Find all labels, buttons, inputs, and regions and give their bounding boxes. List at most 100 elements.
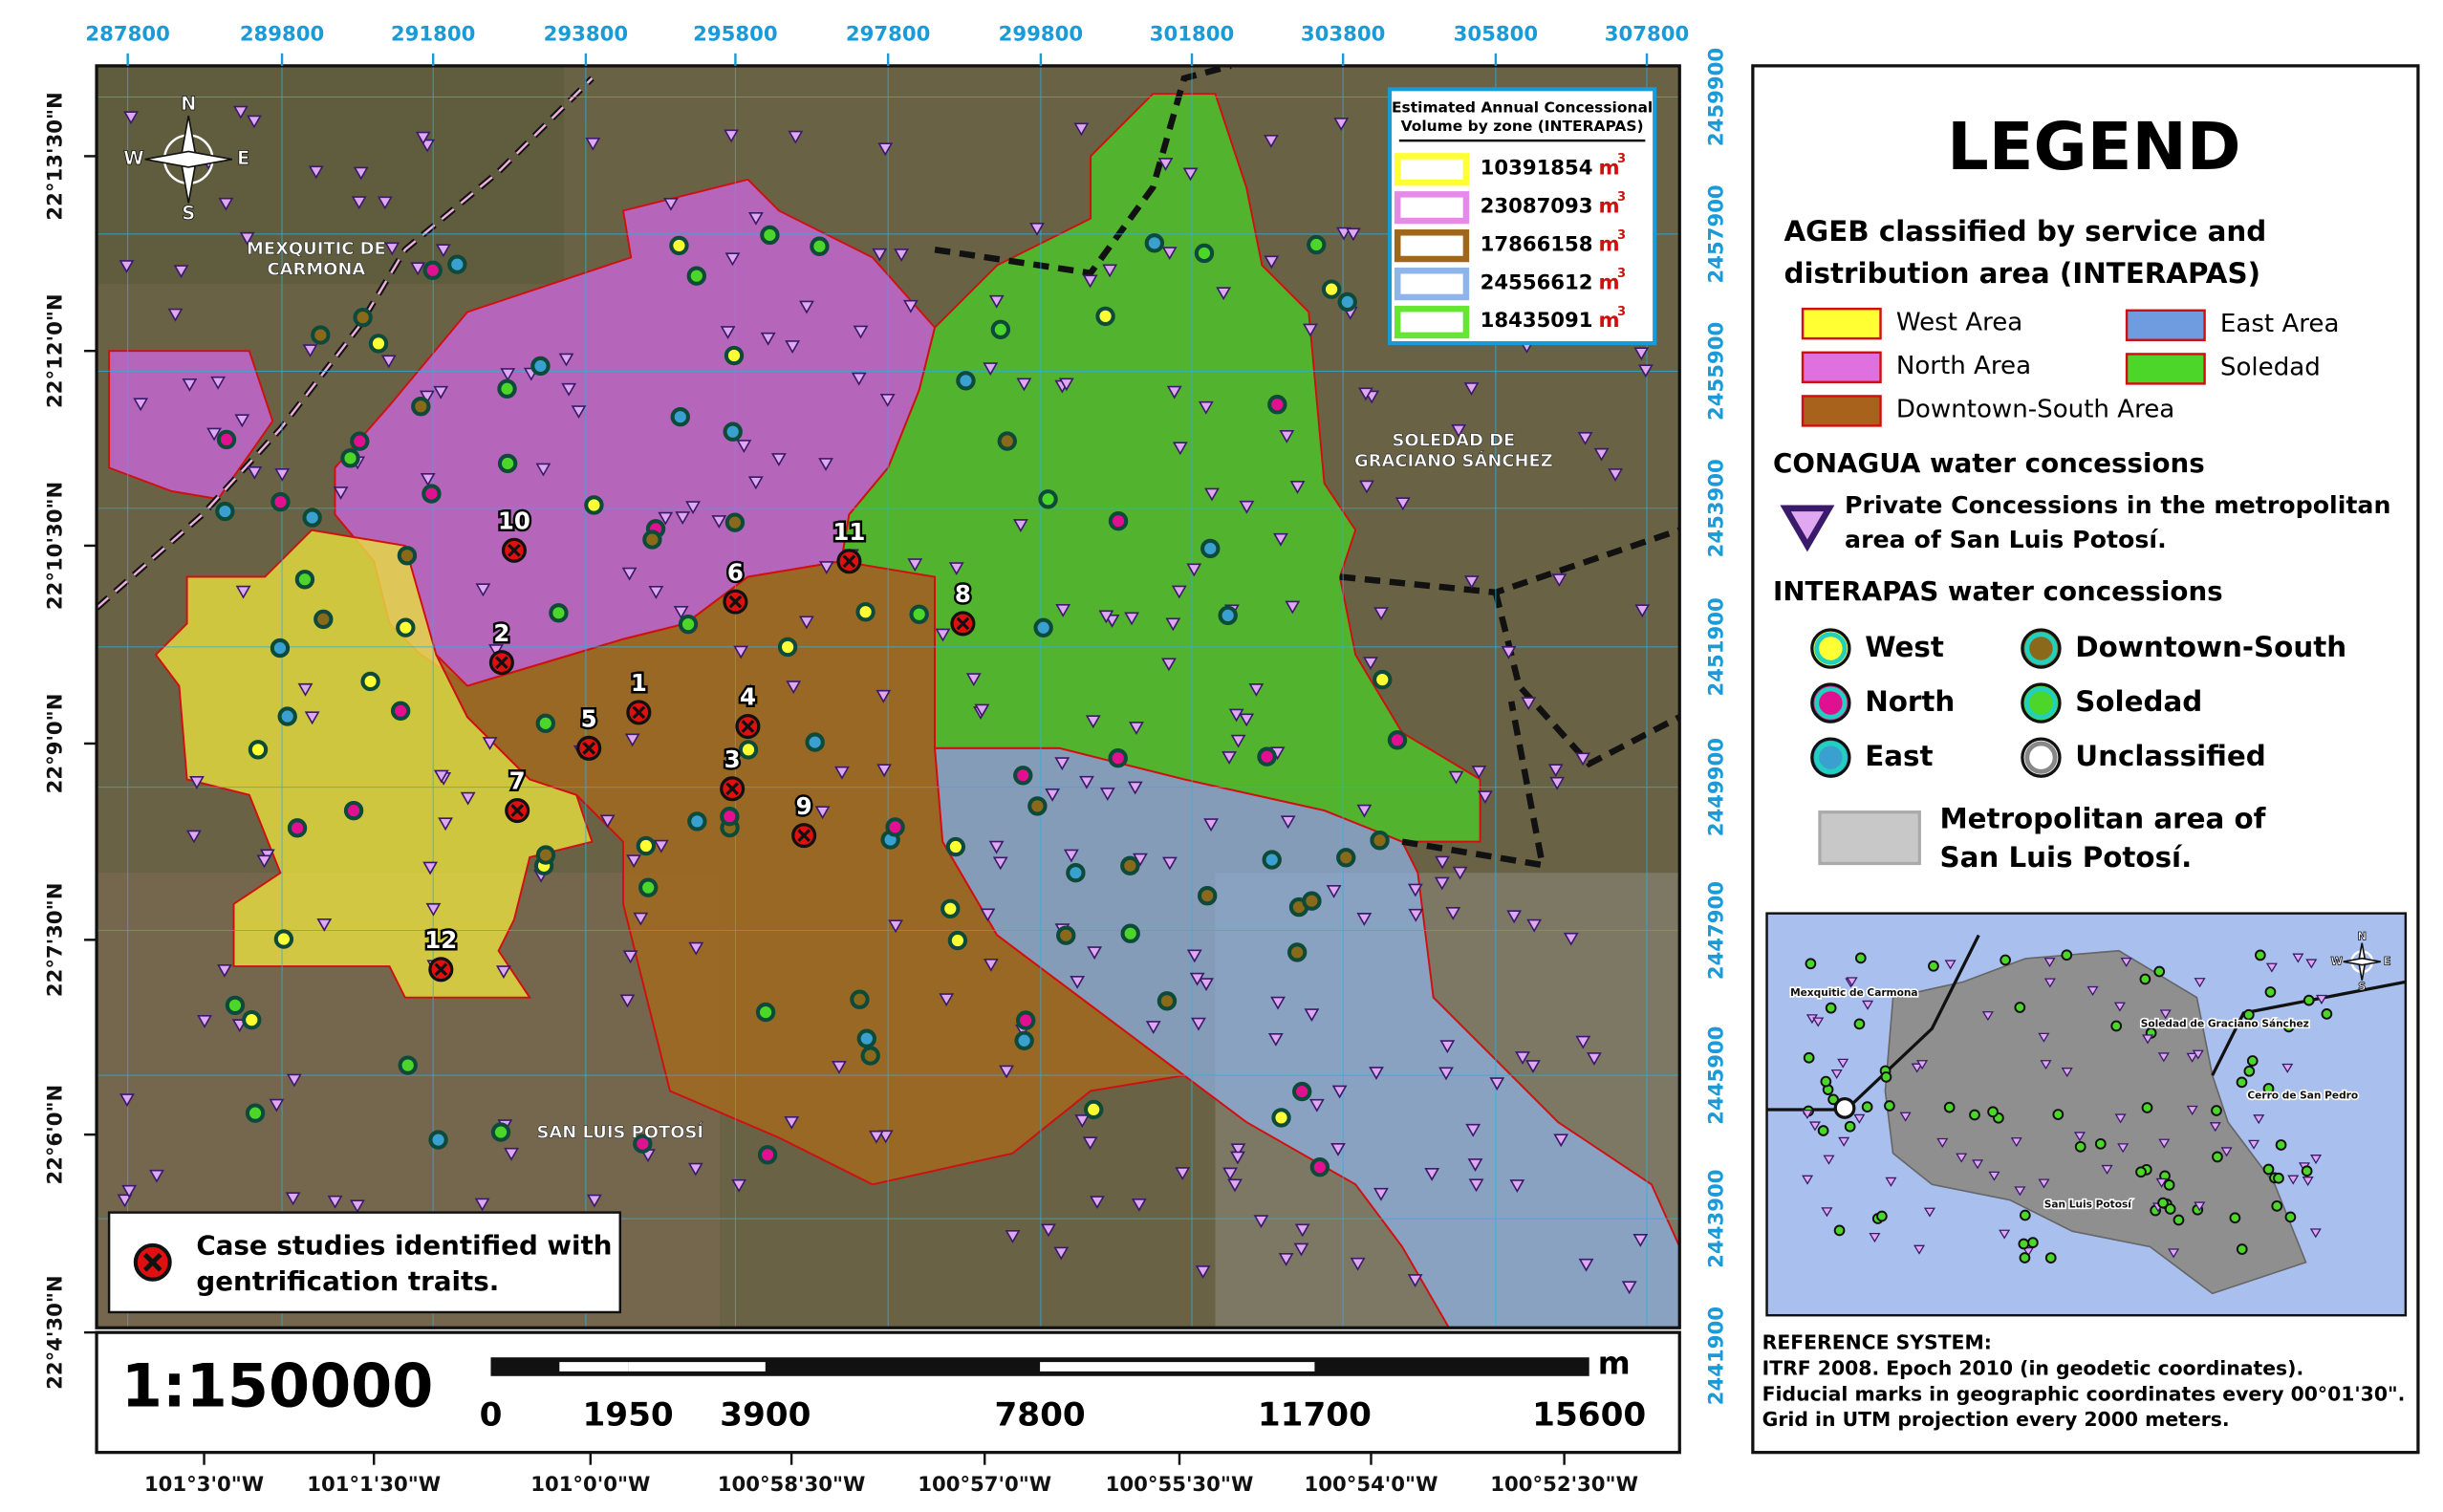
private-concession-marker bbox=[561, 382, 577, 397]
private-concession-marker bbox=[1273, 532, 1288, 547]
private-concession-marker bbox=[189, 775, 205, 789]
scale-ratio: 1:150000 bbox=[121, 1352, 433, 1421]
private-concession-marker bbox=[1182, 167, 1199, 182]
private-concession-marker bbox=[1575, 752, 1591, 767]
private-concession-marker bbox=[1222, 1167, 1238, 1181]
inset-concession-marker bbox=[1846, 977, 1858, 987]
private-concession-marker bbox=[1477, 790, 1493, 805]
inset-concession-marker bbox=[2159, 1009, 2172, 1020]
inset-well-marker bbox=[2264, 986, 2277, 998]
private-concession-marker bbox=[1350, 1257, 1366, 1271]
volume-value: 17866158 bbox=[1481, 231, 1593, 255]
private-concession-marker bbox=[1195, 1265, 1211, 1279]
private-concession-marker bbox=[687, 1162, 703, 1177]
volume-unit: m bbox=[1598, 231, 1619, 255]
volume-swatch bbox=[1394, 153, 1470, 186]
scale-tick-label: 11700 bbox=[1258, 1396, 1372, 1435]
private-concession-marker bbox=[1452, 866, 1468, 880]
interapas-well-marker bbox=[447, 254, 467, 274]
private-concession-marker bbox=[724, 129, 739, 143]
private-concession-marker bbox=[872, 248, 888, 262]
private-concession-marker bbox=[1551, 573, 1567, 588]
private-concession-marker bbox=[1553, 1134, 1569, 1148]
private-concession-marker bbox=[1191, 1017, 1206, 1031]
inset-concession-marker bbox=[2101, 1164, 2113, 1175]
case-study-cross bbox=[495, 656, 508, 670]
interapas-well-marker bbox=[497, 378, 517, 399]
compass-letter: E bbox=[2384, 955, 2391, 968]
inset-well-marker bbox=[1969, 1109, 1980, 1121]
utm-x-label: 299800 bbox=[999, 21, 1083, 45]
ageb-heading: AGEB classified by service and bbox=[1784, 215, 2266, 248]
private-concession-marker bbox=[999, 1065, 1014, 1079]
inset-well-marker bbox=[1880, 1071, 1892, 1083]
inset-label: Mexquitic de Carmona bbox=[1790, 987, 1917, 999]
private-concession-marker bbox=[1302, 323, 1318, 337]
private-concession-marker bbox=[173, 265, 189, 279]
private-concession-marker bbox=[988, 840, 1005, 854]
utm-x-label: 293800 bbox=[544, 21, 628, 45]
interapas-well-marker bbox=[723, 421, 743, 442]
volume-swatch bbox=[1394, 191, 1470, 225]
private-concession-marker bbox=[1509, 1179, 1525, 1193]
volume-unit-exponent: 3 bbox=[1617, 228, 1626, 243]
private-concession-marker bbox=[571, 405, 587, 420]
inset-well-marker bbox=[2301, 1165, 2313, 1177]
compass-letter: W bbox=[2331, 955, 2344, 968]
private-concession-marker bbox=[349, 1199, 365, 1214]
inset-well-marker bbox=[1928, 960, 1939, 972]
utm-x-label: 295800 bbox=[693, 21, 777, 45]
inset-concession-marker bbox=[2220, 1147, 2233, 1157]
inset-well-marker bbox=[2243, 1065, 2256, 1077]
inset-concession-marker bbox=[2043, 958, 2056, 968]
private-concession-marker bbox=[586, 1194, 602, 1208]
inset-well-marker bbox=[1861, 1101, 1873, 1113]
inset-concession-marker bbox=[2120, 957, 2132, 968]
private-concession-marker bbox=[1203, 818, 1219, 832]
inset-well-marker bbox=[2229, 1212, 2241, 1224]
interapas-well-marker bbox=[311, 325, 331, 345]
interapas-well-marker bbox=[549, 603, 569, 623]
private-concession-marker bbox=[1041, 1223, 1056, 1238]
map-frame bbox=[95, 64, 1681, 1329]
reference-text: Fiducial marks in geographic coordinates… bbox=[1762, 1382, 2406, 1405]
private-concession-marker bbox=[1549, 776, 1566, 790]
inset-concession-marker bbox=[1913, 1244, 1926, 1255]
interapas-well-marker bbox=[1387, 730, 1408, 750]
private-concession-marker bbox=[327, 1195, 343, 1209]
area-name: North Area bbox=[1896, 352, 2031, 380]
inset-well-marker bbox=[2275, 1139, 2287, 1151]
private-concession-marker bbox=[785, 340, 801, 355]
inset-concession-marker bbox=[1899, 1112, 1912, 1122]
utm-y-label: 2451900 bbox=[1703, 597, 1727, 696]
inset-concession-marker bbox=[2265, 962, 2278, 973]
private-concession-marker bbox=[304, 711, 320, 725]
inset-well-marker bbox=[2242, 1008, 2255, 1021]
inset-well-marker bbox=[2000, 954, 2011, 966]
scale-tick-label: 15600 bbox=[1532, 1396, 1646, 1435]
private-concession-marker bbox=[1012, 519, 1028, 533]
interapas-symbol-ring bbox=[1814, 632, 1848, 665]
interapas-well-marker bbox=[530, 356, 551, 377]
inset-well-marker bbox=[2157, 1197, 2169, 1209]
utm-y-label: 2453900 bbox=[1703, 459, 1727, 557]
inset-well-marker bbox=[2282, 1021, 2295, 1033]
inset-concession-marker bbox=[2073, 1132, 2086, 1142]
case-study-cross bbox=[741, 720, 755, 733]
longitude-label: 100°54'0"W bbox=[1305, 1472, 1438, 1496]
private-concession-marker bbox=[1471, 766, 1487, 779]
private-concession-marker bbox=[1005, 1230, 1021, 1243]
interapas-well-marker bbox=[270, 637, 291, 659]
volume-title: Estimated Annual Concessional bbox=[1392, 98, 1653, 116]
private-concession-marker bbox=[1521, 697, 1537, 711]
interapas-well-marker bbox=[642, 529, 662, 550]
private-concession-marker bbox=[425, 902, 442, 917]
private-concession-marker bbox=[206, 427, 222, 442]
interapas-well-marker bbox=[777, 637, 798, 658]
private-concession-marker bbox=[1161, 658, 1177, 672]
private-concession-marker bbox=[1074, 1114, 1091, 1128]
interapas-well-marker bbox=[738, 740, 759, 760]
interapas-well-marker bbox=[1056, 925, 1076, 945]
private-concession-marker bbox=[731, 1178, 747, 1193]
inset-concession-marker bbox=[2113, 1002, 2126, 1012]
